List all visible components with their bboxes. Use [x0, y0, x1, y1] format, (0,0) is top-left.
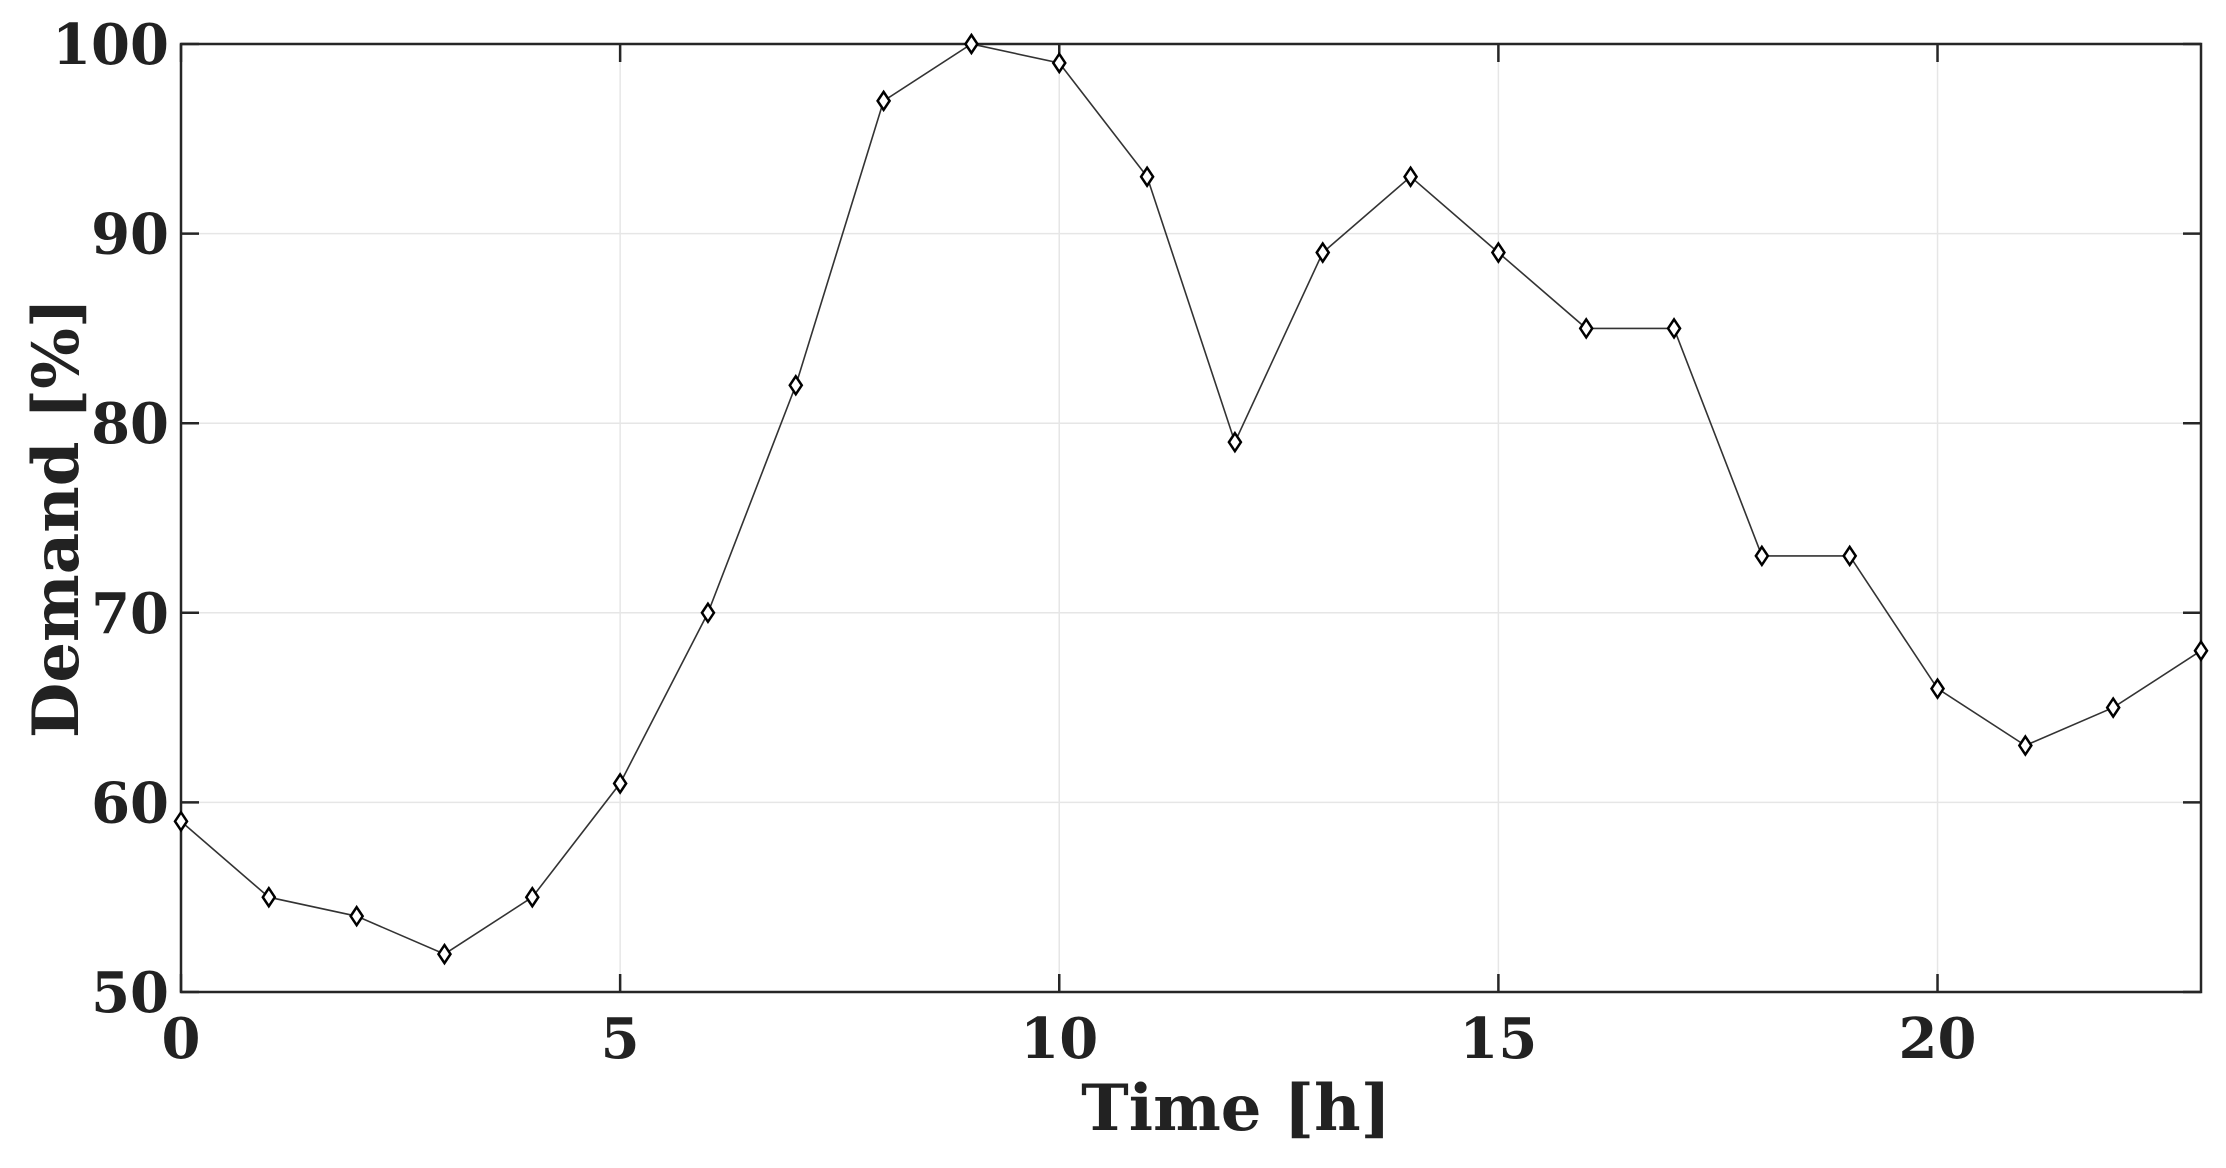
x-tick-label: 10 — [1020, 1006, 1098, 1072]
y-tick-label: 90 — [91, 202, 169, 268]
data-point-marker — [1139, 165, 1155, 188]
data-point-marker — [2105, 696, 2121, 719]
data-point-marker — [1227, 430, 1243, 454]
x-tick-label: 0 — [162, 1006, 201, 1072]
x-tick-label: 15 — [1459, 1006, 1537, 1072]
data-point-marker — [876, 89, 892, 113]
data-point-marker — [963, 32, 979, 56]
y-tick-label: 70 — [91, 581, 169, 647]
demand-series-line — [180, 43, 2202, 956]
data-point-marker — [1403, 165, 1419, 188]
y-tick-label: 50 — [91, 960, 169, 1026]
y-tick-label: 100 — [52, 12, 169, 78]
y-tick-label: 60 — [91, 770, 169, 836]
tick-labels: 0 5 10 15 20 50 60 70 80 90 100 — [52, 12, 1976, 1072]
y-tick-label: 80 — [91, 391, 169, 457]
data-point-marker — [261, 885, 277, 909]
data-point-marker — [1842, 544, 1858, 568]
x-tick-label: 20 — [1899, 1006, 1977, 1072]
data-point-marker — [2193, 639, 2209, 662]
data-point-marker — [436, 942, 452, 966]
grid — [181, 44, 2201, 992]
data-point-marker — [524, 885, 540, 909]
axis-ticks — [179, 42, 2201, 994]
data-point-marker — [700, 601, 716, 625]
plot-area-frame — [179, 42, 2203, 994]
data-point-marker — [1754, 544, 1770, 568]
data-point-marker — [349, 904, 365, 928]
x-tick-label: 5 — [601, 1006, 640, 1072]
data-point-marker — [173, 810, 189, 833]
data-point-marker — [1490, 241, 1506, 264]
y-axis-title: Demand [%] — [19, 298, 94, 738]
data-point-markers — [173, 32, 2209, 966]
data-point-marker — [612, 772, 628, 795]
data-point-marker — [1315, 241, 1331, 264]
data-point-marker — [788, 374, 804, 397]
data-point-marker — [1666, 317, 1682, 340]
data-point-marker — [2017, 734, 2033, 757]
data-point-marker — [1578, 317, 1594, 340]
data-point-marker — [1930, 677, 1946, 700]
x-axis-title: Time [h] — [1081, 1071, 1391, 1146]
data-point-marker — [1051, 51, 1067, 75]
